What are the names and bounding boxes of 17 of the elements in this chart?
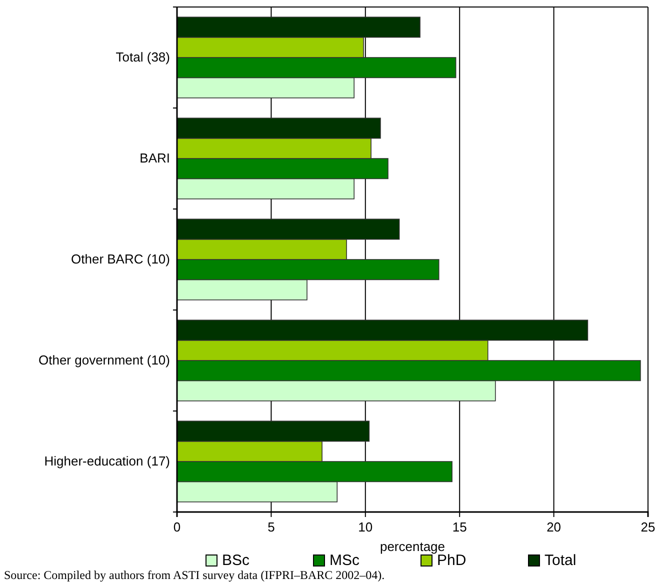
y-tick-label: Total (38) [116, 50, 170, 65]
y-tick-label: BARI [140, 150, 170, 166]
x-tick-label: 0 [173, 520, 181, 535]
legend-label: PhD [437, 552, 466, 569]
x-axis-title: percentage [380, 539, 446, 554]
x-tick-label: 25 [640, 520, 656, 535]
x-tick-label: 20 [546, 520, 562, 535]
x-tick-label: 10 [358, 520, 373, 535]
y-tick-label: Other BARC (10) [71, 252, 170, 267]
source-note: Source: Compiled by authors from ASTI survey data (IFPRI–BARC 2002–04). [4, 568, 385, 582]
y-tick-label: Higher-education (17) [44, 454, 170, 469]
x-tick-label: 5 [268, 520, 275, 535]
legend-label: Total [544, 552, 576, 569]
legend-label: MSc [330, 552, 360, 569]
x-tick-label: 15 [452, 520, 467, 535]
legend-label: BSc [222, 552, 250, 569]
y-tick-label: Other government (10) [38, 352, 170, 368]
